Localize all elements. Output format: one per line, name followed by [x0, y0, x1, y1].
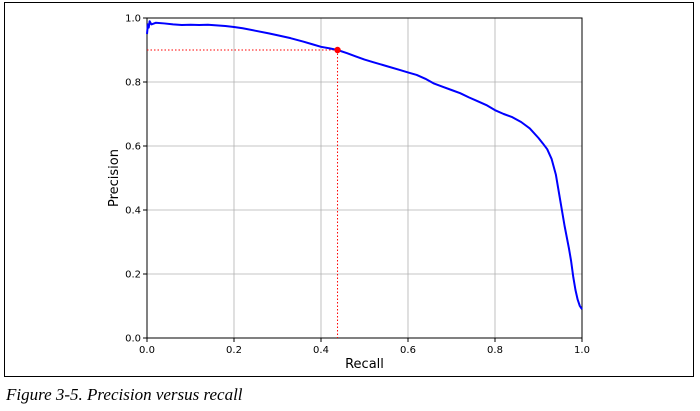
figure-caption: Figure 3-5. Precision versus recall — [6, 385, 243, 404]
x-tick-label: 0.2 — [226, 345, 242, 356]
x-tick-label: 0.8 — [487, 345, 503, 356]
precision-recall-chart: 0.0 0.2 0.4 0.6 0.8 1.0 0.0 0.2 0.4 0.6 0.8 1.0 Reca… — [107, 14, 590, 373]
figure-frame: 0.0 0.2 0.4 0.6 0.8 1.0 0.0 0.2 0.4 0.6 0.8 1.0 Reca… — [4, 2, 694, 377]
threshold-point — [334, 46, 341, 54]
y-tick-label: 0.0 — [125, 334, 141, 345]
x-tick-label: 0.0 — [139, 345, 155, 356]
x-tick-label: 0.4 — [313, 345, 329, 356]
precision-recall-curve — [146, 20, 583, 310]
x-axis-label: Recall — [345, 357, 384, 372]
x-tick-label: 0.6 — [400, 345, 416, 356]
y-axis-label: Precision — [107, 149, 122, 207]
y-tick-label: 0.4 — [125, 206, 141, 217]
y-tick-label: 1.0 — [125, 14, 141, 25]
x-tick-label: 1.0 — [574, 345, 590, 356]
y-tick-label: 0.6 — [125, 142, 141, 153]
y-tick-label: 0.2 — [125, 270, 141, 281]
y-tick-label: 0.8 — [125, 78, 141, 89]
plot-area-border — [146, 17, 583, 339]
